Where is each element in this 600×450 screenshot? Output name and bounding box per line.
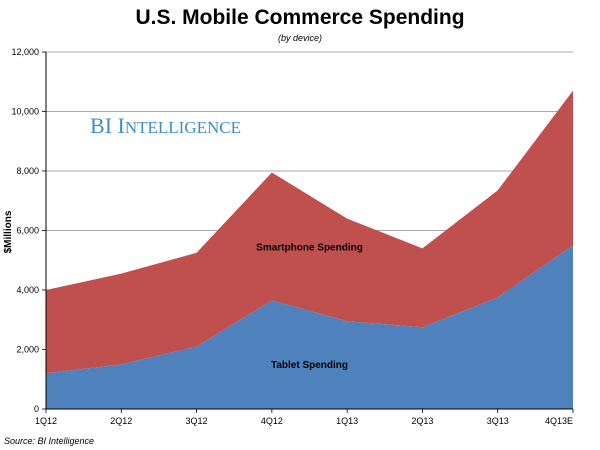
bi-intelligence-watermark: BI INTELLIGENCE <box>90 113 241 138</box>
series-areas <box>46 90 573 409</box>
tablet-spending-area <box>46 245 573 409</box>
x-tick-label-3q13: 3Q13 <box>487 416 509 426</box>
y-axis-ticks: 0 2,000 4,000 6,000 8,000 10,000 12,000 <box>11 47 46 414</box>
y-tick-label: 10,000 <box>11 107 39 117</box>
x-tick-label-4q13e: 4Q13E <box>545 416 573 426</box>
smartphone-spending-label: Smartphone Spending <box>256 242 363 253</box>
x-tick-label-1q12: 1Q12 <box>35 416 57 426</box>
x-tick-label-3q12: 3Q12 <box>186 416 208 426</box>
x-tick-label-2q13: 2Q13 <box>411 416 433 426</box>
x-tick-label-4q12: 4Q12 <box>261 416 283 426</box>
series-labels: Tablet Spending Smartphone Spending <box>256 242 363 370</box>
source-note: Source: BI Intelligence <box>4 436 95 446</box>
tablet-spending-label: Tablet Spending <box>271 360 348 371</box>
y-axis-label: $Millions <box>3 210 14 253</box>
y-tick-label: 8,000 <box>16 166 39 176</box>
x-tick-label-1q13: 1Q13 <box>336 416 358 426</box>
chart-subtitle: (by device) <box>277 33 322 43</box>
y-tick-label: 0 <box>34 404 39 414</box>
y-tick-label: 4,000 <box>16 285 39 295</box>
y-tick-label: 6,000 <box>16 226 39 236</box>
x-tick-label-2q12: 2Q12 <box>110 416 132 426</box>
chart-title: U.S. Mobile Commerce Spending <box>135 6 465 29</box>
x-axis-ticks: 1Q12 2Q12 3Q12 4Q12 1Q13 2Q13 3Q13 4Q13E <box>35 409 574 426</box>
y-tick-label: 12,000 <box>11 47 39 57</box>
smartphone-spending-area <box>46 90 573 374</box>
y-tick-label: 2,000 <box>16 345 39 355</box>
